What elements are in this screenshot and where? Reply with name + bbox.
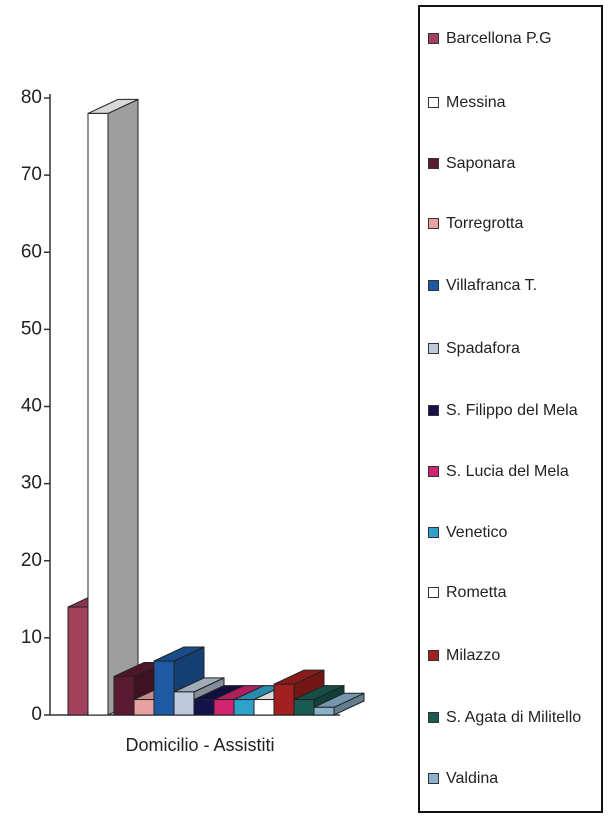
y-tick-label: 80 <box>21 87 42 108</box>
legend-entry: Rometta <box>428 583 598 603</box>
bar-front <box>193 699 215 716</box>
legend-label: S. Lucia del Mela <box>446 463 569 480</box>
legend-entry: S. Filippo del Mela <box>428 401 598 421</box>
bar-front <box>293 699 315 716</box>
legend-swatch <box>428 97 439 108</box>
y-tick-label: 60 <box>21 241 42 262</box>
legend-swatch <box>428 33 439 44</box>
legend-swatch <box>428 527 439 538</box>
legend: Barcellona P.G Messina Saponara Torregrotta… <box>418 5 603 813</box>
legend-label: Milazzo <box>446 647 501 664</box>
y-tick-label: 30 <box>21 473 42 494</box>
legend-entry: Saponara <box>428 154 598 174</box>
legend-swatch <box>428 712 439 723</box>
legend-label: S. Filippo del Mela <box>446 402 578 419</box>
legend-swatch <box>428 343 439 354</box>
legend-label: Barcellona P.G <box>446 30 552 47</box>
legend-swatch <box>428 218 439 229</box>
legend-entry: Villafranca T. <box>428 276 598 296</box>
bar-front <box>253 699 275 716</box>
x-tick-label: Domicilio - Assistiti <box>125 735 274 755</box>
y-tick-label: 40 <box>21 396 42 417</box>
legend-label: Venetico <box>446 524 508 541</box>
legend-label: Spadafora <box>446 340 520 357</box>
legend-label: Messina <box>446 94 506 111</box>
legend-label: Rometta <box>446 584 507 601</box>
legend-entry: Venetico <box>428 523 598 543</box>
y-tick-label: 0 <box>31 704 42 725</box>
bar-front <box>173 691 195 716</box>
legend-entry: Torregrotta <box>428 214 598 234</box>
legend-entry: Spadafora <box>428 339 598 359</box>
legend-swatch <box>428 280 439 291</box>
y-tick-label: 10 <box>21 627 42 648</box>
bar-front <box>133 699 155 716</box>
bar-front <box>113 675 135 716</box>
bar-side <box>107 98 139 716</box>
legend-entry: Barcellona P.G <box>428 29 598 49</box>
bar-front <box>313 706 335 716</box>
legend-label: Torregrotta <box>446 215 524 232</box>
legend-swatch <box>428 587 439 598</box>
bar <box>87 98 139 716</box>
legend-entry: Valdina <box>428 769 598 789</box>
y-tick-label: 50 <box>21 318 42 339</box>
bar-front <box>233 699 255 716</box>
legend-label: Saponara <box>446 155 516 172</box>
legend-entry: S. Agata di Militello <box>428 708 598 728</box>
bar-front <box>153 660 175 716</box>
bar-front <box>273 683 295 716</box>
legend-swatch <box>428 405 439 416</box>
y-tick-label: 20 <box>21 550 42 571</box>
legend-swatch <box>428 773 439 784</box>
legend-label: Valdina <box>446 770 499 787</box>
legend-label: Villafranca T. <box>446 277 538 294</box>
legend-entry: Messina <box>428 93 598 113</box>
y-tick-label: 70 <box>21 164 42 185</box>
bar-front <box>67 606 89 716</box>
legend-swatch <box>428 158 439 169</box>
bar <box>313 692 365 716</box>
legend-swatch <box>428 466 439 477</box>
legend-label: S. Agata di Militello <box>446 709 582 726</box>
legend-entry: S. Lucia del Mela <box>428 462 598 482</box>
bar-front <box>87 112 109 716</box>
legend-swatch <box>428 650 439 661</box>
bar-front <box>213 699 235 716</box>
legend-entry: Milazzo <box>428 646 598 666</box>
